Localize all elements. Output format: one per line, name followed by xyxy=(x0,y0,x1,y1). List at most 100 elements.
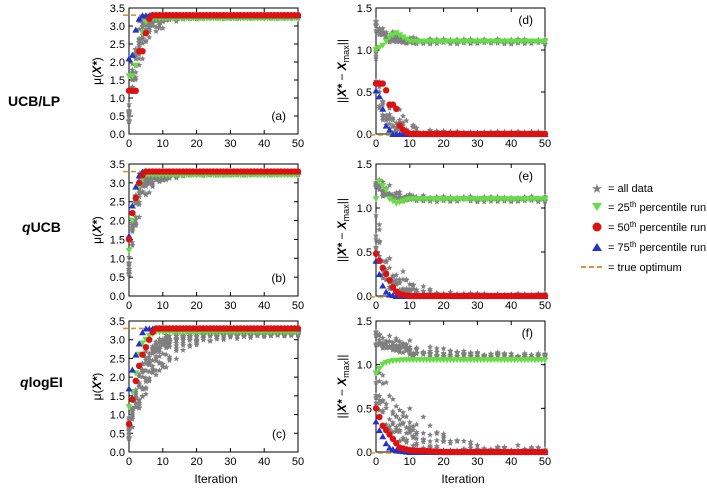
all-data-point xyxy=(420,350,427,357)
all-data-point xyxy=(400,340,407,347)
p75-point xyxy=(379,105,387,112)
p50-point xyxy=(294,12,302,19)
x-tick-b-10: 10 xyxy=(157,164,169,312)
y-tick-label: 1.5 xyxy=(357,159,372,171)
row-label-qlogei: qlogEI xyxy=(20,374,63,390)
all-data-point xyxy=(139,19,146,26)
all-data-point xyxy=(376,221,383,228)
x-tick-label: 20 xyxy=(190,456,202,468)
all-data-point xyxy=(153,367,160,373)
all-data-point xyxy=(376,226,383,233)
panel-f: 0 10 20 30 40 500.00.51.01.5||X* − Xmax||(f) xyxy=(335,316,551,468)
all-data-point xyxy=(281,333,288,339)
legend-triangle-down-marker xyxy=(592,203,602,211)
all-data-point xyxy=(129,239,136,245)
p25-point xyxy=(139,340,147,347)
legend-p50-pre: = 50 xyxy=(608,222,630,234)
p50-series-b xyxy=(125,168,302,243)
y-tick-a: 3.0 xyxy=(110,21,298,33)
all-data-cloud-b xyxy=(126,168,301,277)
p75-point xyxy=(375,93,383,100)
x-tick-c-30: 30 xyxy=(224,321,237,468)
all-data-point xyxy=(427,287,434,294)
p50-point xyxy=(393,440,400,447)
p50-point xyxy=(135,362,143,370)
all-data-point xyxy=(400,344,407,350)
all-data-point xyxy=(420,438,427,445)
y-label-xmax: X xyxy=(335,220,349,230)
all-data-point xyxy=(467,351,474,358)
all-data-point xyxy=(396,35,403,42)
all-data-point xyxy=(132,399,139,406)
all-data-point xyxy=(146,189,153,196)
x-tick-label: 50 xyxy=(539,300,551,312)
legend-item-p75: = 75th percentile run xyxy=(592,240,706,254)
p75-point xyxy=(139,329,147,336)
y-label-bars-close: || xyxy=(335,355,349,361)
all-data-point xyxy=(467,444,474,451)
all-data-point xyxy=(393,337,400,344)
x-tick-a-0: 0 xyxy=(126,8,132,150)
all-data-point xyxy=(396,116,403,123)
all-data-point xyxy=(386,392,393,399)
p50-point xyxy=(139,48,146,55)
x-tick-label: 40 xyxy=(505,138,517,150)
all-data-point xyxy=(535,444,542,451)
y-tick-label: 0.0 xyxy=(110,291,125,303)
p75-point xyxy=(372,418,380,425)
x-tick-label: 50 xyxy=(539,456,551,468)
panel-b: 0 10 20 30 40 50 0.0 0.5 1.0 1.5 2.0 2.5 3.0 3.5 μ(X*)… xyxy=(90,159,304,312)
x-tick-e-30: 30 xyxy=(471,164,484,312)
all-data-point xyxy=(126,101,132,108)
all-data-point xyxy=(389,272,396,279)
y-tick-a: 1.0 xyxy=(110,93,298,105)
all-data-point xyxy=(403,429,410,436)
all-data-point xyxy=(376,392,383,399)
all-data-point xyxy=(166,343,173,350)
x-tick-d-0: 0 xyxy=(373,8,379,150)
x-tick-label: 10 xyxy=(404,300,416,312)
p75-point xyxy=(386,126,394,133)
all-data-point xyxy=(386,344,393,351)
all-data-point xyxy=(433,353,440,359)
all-data-point xyxy=(373,55,379,62)
p25-point xyxy=(386,196,394,203)
all-data-point xyxy=(139,40,146,46)
all-data-point xyxy=(159,350,166,357)
x-tick-label: 40 xyxy=(258,300,270,312)
all-data-point xyxy=(383,400,390,407)
p50-point xyxy=(125,420,133,428)
all-data-point xyxy=(129,414,136,420)
all-data-point xyxy=(393,124,400,130)
all-data-point xyxy=(379,334,386,341)
y-tick-label: 0.5 xyxy=(110,111,125,123)
x-tick-f-40: 40 xyxy=(505,321,517,468)
all-data-point xyxy=(433,444,440,451)
panel-e: 0 10 20 30 40 500.00.51.01.5||X* − Xmax||(e) xyxy=(335,159,551,312)
all-data-point xyxy=(542,351,548,358)
row-label-ucb-lp: UCB/LP xyxy=(8,93,60,109)
y-tick-e: 1.0 xyxy=(357,203,545,215)
x-tick-label: 0 xyxy=(373,456,379,468)
all-data-point xyxy=(173,347,180,354)
x-tick-label: 10 xyxy=(157,138,169,150)
all-data-point xyxy=(163,176,170,183)
y-tick-label: 0.0 xyxy=(357,447,372,459)
all-data-point xyxy=(383,35,390,42)
all-data-point xyxy=(156,359,163,365)
all-data-point xyxy=(146,377,153,384)
all-data-point xyxy=(396,346,403,352)
x-tick-a-10: 10 xyxy=(157,8,169,150)
all-data-point xyxy=(376,400,383,407)
p25-point xyxy=(382,187,390,194)
all-data-point xyxy=(420,430,427,436)
all-data-point xyxy=(156,24,163,31)
all-data-point xyxy=(383,112,390,118)
y-tick-label: 0.0 xyxy=(357,291,372,303)
all-data-point xyxy=(126,109,132,115)
y-label-sub: max xyxy=(341,204,351,222)
x-tick-label: 20 xyxy=(190,300,202,312)
all-data-point xyxy=(153,23,160,30)
x-tick-a-30: 30 xyxy=(224,8,237,150)
all-data-point xyxy=(376,339,383,345)
